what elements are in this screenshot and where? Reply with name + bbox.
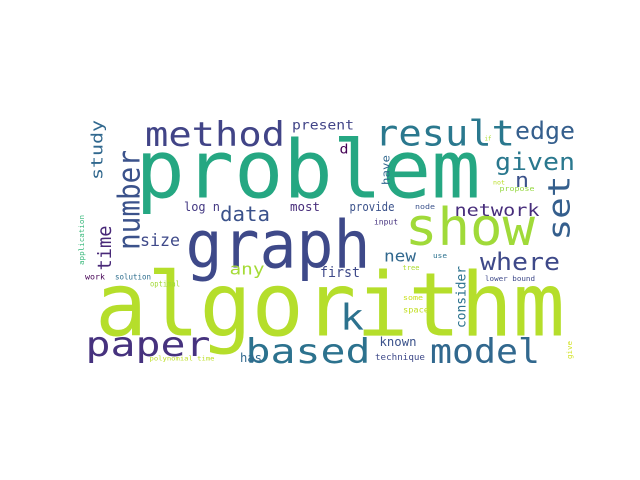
word: any (230, 260, 265, 279)
word: given (495, 148, 575, 176)
word: some (403, 294, 423, 302)
word: if (485, 136, 492, 143)
word: has (240, 351, 262, 365)
word: polynomial time (150, 356, 215, 363)
word: time (94, 226, 116, 271)
word: propose (500, 185, 535, 193)
word: edge (515, 117, 575, 145)
word: node (415, 203, 435, 211)
word: first (320, 265, 360, 281)
word: have (380, 155, 393, 185)
word: lower bound (485, 275, 535, 283)
word: consider (455, 266, 470, 328)
word: new (384, 247, 416, 266)
word: use (433, 252, 447, 260)
word: data (220, 202, 270, 226)
word: d (340, 143, 349, 158)
word: based (246, 332, 371, 372)
word: model (430, 332, 540, 372)
word: study (88, 120, 107, 180)
word: input (374, 218, 398, 227)
word: n (515, 168, 529, 192)
word: where (480, 248, 560, 276)
word: k (340, 298, 364, 339)
word: graph (186, 207, 371, 284)
word: most (290, 200, 320, 214)
word: present (292, 119, 354, 134)
word: number (113, 150, 148, 250)
word: work (85, 273, 105, 282)
word: tree (403, 264, 420, 272)
word: space (403, 306, 429, 315)
word: solution (115, 273, 151, 282)
word: paper (86, 325, 211, 365)
word: application (78, 215, 86, 265)
word: algorithm (95, 254, 565, 357)
word: problem (136, 124, 481, 217)
word: show (405, 198, 536, 258)
word: optimal (150, 280, 180, 289)
word: known (380, 335, 417, 349)
word: log n (184, 200, 220, 214)
word: technique (375, 353, 425, 363)
word: give (566, 341, 574, 359)
word: not (493, 180, 505, 187)
word: set (543, 176, 578, 241)
word: size (140, 231, 180, 251)
word: result (375, 114, 515, 155)
word: network (455, 201, 540, 221)
word: method (145, 115, 285, 155)
word: provide (350, 200, 395, 214)
